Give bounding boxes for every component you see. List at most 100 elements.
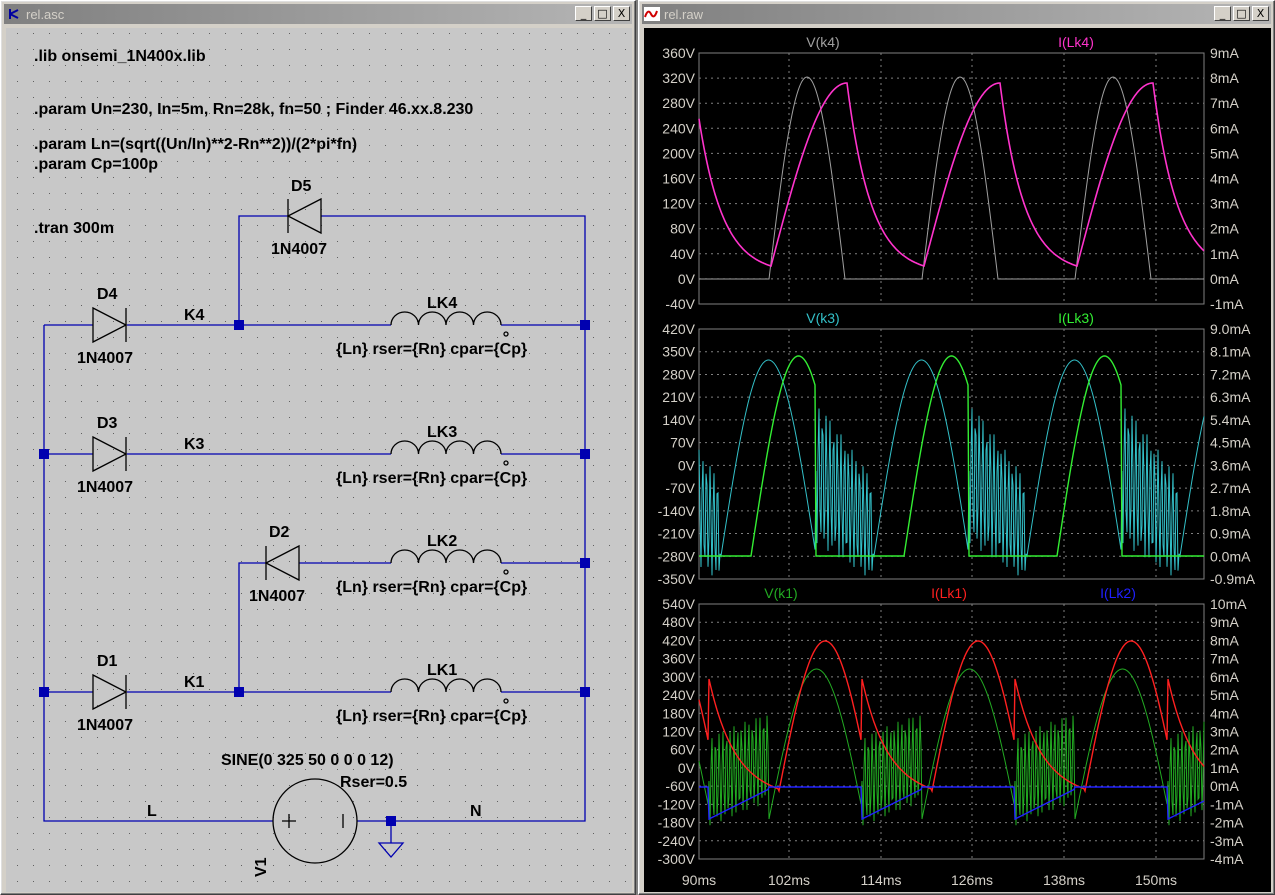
y-tick-right: 2mA [1210, 742, 1239, 758]
y-tick-right: 10mA [1210, 596, 1247, 612]
x-tick-label: 138ms [1043, 872, 1085, 888]
schematic-window[interactable]: rel.asc _ □ X .lib onsemi_1N400x.lib .pa… [0, 0, 636, 895]
y-tick-right: 4mA [1210, 171, 1239, 187]
y-tick-left: 40V [670, 246, 696, 262]
y-tick-right: 6mA [1210, 669, 1239, 685]
y-tick-left: 280V [662, 366, 695, 382]
y-tick-left: 120V [662, 196, 695, 212]
y-tick-right: 0mA [1210, 271, 1239, 287]
y-tick-left: -60V [665, 778, 695, 794]
y-tick-right: 0.9mA [1210, 526, 1251, 542]
y-tick-left: -180V [658, 815, 696, 831]
x-tick-label: 150ms [1135, 872, 1177, 888]
diode-d1[interactable] [92, 673, 128, 711]
y-tick-right: 4.5mA [1210, 435, 1251, 451]
y-tick-right: 1.8mA [1210, 503, 1251, 519]
diode-d4[interactable] [92, 306, 128, 344]
y-tick-left: 360V [662, 45, 695, 61]
y-tick-left: 540V [662, 596, 695, 612]
directive-param-cp[interactable]: .param Cp=100p [34, 156, 158, 173]
y-tick-left: 360V [662, 651, 695, 667]
y-tick-left: -350V [658, 571, 696, 587]
directive-tran[interactable]: .tran 300m [34, 220, 114, 237]
maximize-button[interactable]: □ [1233, 6, 1250, 21]
label-lk4: LK4 [427, 295, 457, 312]
label-d1: D1 [97, 653, 118, 670]
schematic-title: rel.asc [26, 6, 65, 22]
label-d4: D4 [97, 286, 118, 303]
label-d2: D2 [269, 524, 290, 541]
minimize-button[interactable]: _ [575, 6, 592, 21]
label-lk3: LK3 [427, 424, 457, 441]
model-d1: 1N4007 [77, 717, 133, 734]
close-button[interactable]: X [1252, 6, 1269, 21]
inductor-lk2[interactable] [390, 549, 502, 564]
y-tick-right: -4mA [1210, 851, 1244, 867]
schematic-canvas[interactable]: .lib onsemi_1N400x.lib .param Un=230, In… [6, 28, 632, 892]
y-tick-right: -0.9mA [1210, 571, 1256, 587]
y-tick-left: 200V [662, 145, 695, 161]
y-tick-right: 8.1mA [1210, 344, 1251, 360]
y-tick-right: 3.6mA [1210, 457, 1251, 473]
x-tick-label: 114ms [861, 872, 902, 888]
y-tick-left: 420V [662, 632, 695, 648]
trace-i-lk2 [699, 786, 1205, 821]
inductor-lk4[interactable] [390, 311, 502, 326]
y-tick-left: 480V [662, 614, 695, 630]
waveform-plot[interactable]: V(k4) I(Lk4) 360V 9mA 320V 8mA 280V 7mA 240V 6mA 2… [644, 28, 1271, 892]
net-label-k3[interactable]: K3 [184, 436, 205, 453]
trace-i-lk1 [698, 640, 1205, 794]
y-tick-right: 9mA [1210, 614, 1239, 630]
junction-dots [39, 320, 590, 826]
y-tick-right: -1mA [1210, 796, 1244, 812]
y-tick-left: 0V [678, 271, 696, 287]
trace-label: I(Lk4) [1058, 34, 1094, 50]
schematic-titlebar[interactable]: rel.asc _ □ X [4, 4, 632, 24]
y-tick-right: -1mA [1210, 296, 1244, 312]
minimize-button[interactable]: _ [1214, 6, 1231, 21]
inductor-lk1[interactable] [390, 678, 502, 693]
y-tick-right: 7.2mA [1210, 366, 1251, 382]
trace-label: I(Lk1) [931, 585, 967, 601]
model-d5: 1N4007 [271, 241, 327, 258]
y-tick-left: 240V [662, 120, 695, 136]
y-tick-left: -120V [658, 796, 696, 812]
net-label-l[interactable]: L [147, 803, 157, 820]
net-label-k1[interactable]: K1 [184, 674, 205, 691]
trace-i-lk3 [699, 355, 1204, 557]
directive-param-ln[interactable]: .param Ln=(sqrt((Un/In)**2-Rn**2))/(2*pi… [34, 136, 357, 153]
source-value: SINE(0 325 50 0 0 0 12) [221, 752, 394, 769]
maximize-button[interactable]: □ [594, 6, 611, 21]
diode-d2[interactable] [264, 544, 300, 582]
trace-label: V(k3) [806, 310, 839, 326]
net-label-k4[interactable]: K4 [184, 307, 205, 324]
label-lk2: LK2 [427, 533, 457, 550]
y-tick-left: 120V [662, 724, 695, 740]
y-tick-right: 3mA [1210, 196, 1239, 212]
x-tick-label: 102ms [768, 872, 810, 888]
trace-v-k1 [698, 668, 1205, 826]
trace-v-k4 [699, 76, 1204, 280]
y-tick-left: 420V [662, 321, 695, 337]
diode-d5[interactable] [286, 197, 322, 235]
close-button[interactable]: X [613, 6, 630, 21]
y-tick-left: -140V [658, 503, 696, 519]
waveform-window[interactable]: rel.raw _ □ X V(k4) I(Lk4) 360V 9mA 320V 8mA 2… [638, 0, 1275, 895]
y-tick-right: 6mA [1210, 120, 1239, 136]
directive-param-un[interactable]: .param Un=230, In=5m, Rn=28k, fn=50 ; Fi… [34, 101, 473, 118]
waveform-titlebar[interactable]: rel.raw _ □ X [642, 4, 1271, 24]
y-tick-left: 320V [662, 70, 695, 86]
diode-d3[interactable] [92, 435, 128, 473]
ltspice-schematic-icon [6, 6, 22, 22]
voltage-source-v1[interactable] [272, 778, 358, 864]
value-lk3: {Ln} rser={Rn} cpar={Cp} [336, 470, 527, 487]
inductor-lk3[interactable] [390, 440, 502, 455]
y-tick-left: 80V [670, 221, 696, 237]
directive-lib[interactable]: .lib onsemi_1N400x.lib [34, 48, 206, 65]
label-lk1: LK1 [427, 662, 457, 679]
waveform-title: rel.raw [664, 6, 704, 22]
trace-label: V(k4) [806, 34, 839, 50]
net-label-n[interactable]: N [470, 803, 482, 820]
y-tick-right: -2mA [1210, 815, 1244, 831]
y-tick-left: 70V [670, 435, 696, 451]
